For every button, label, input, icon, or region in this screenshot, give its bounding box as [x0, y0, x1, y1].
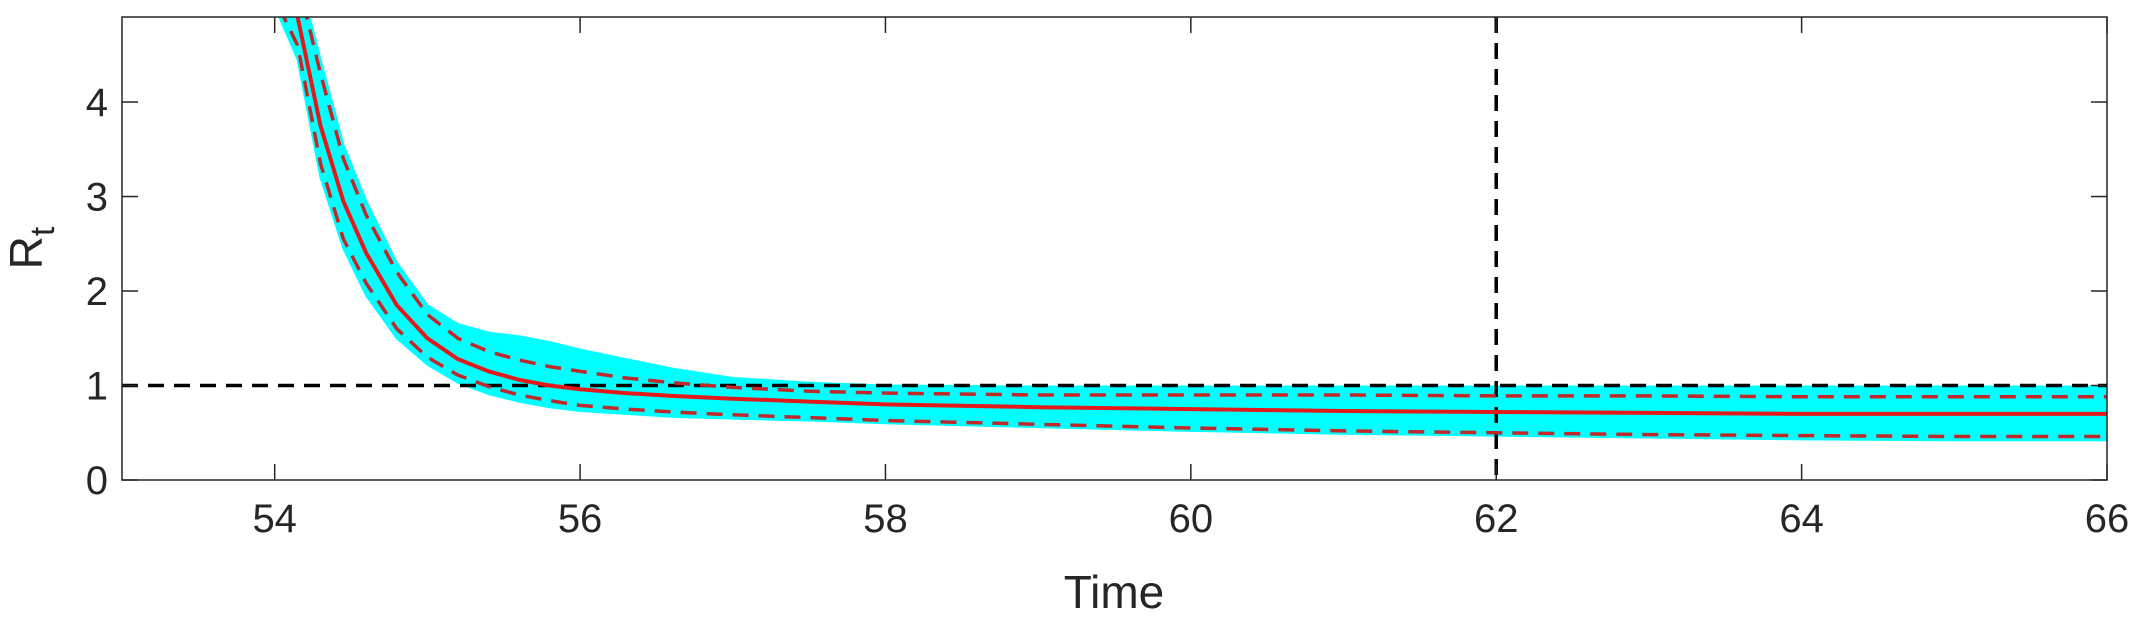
x-tick-label: 62 — [1474, 497, 1519, 541]
x-tick-label: 64 — [1779, 497, 1824, 541]
y-axis-title: Rt — [0, 226, 62, 269]
x-tick-label: 56 — [558, 497, 603, 541]
x-tick-label: 60 — [1169, 497, 1214, 541]
median-line — [295, 17, 2107, 416]
lower-bound-line — [281, 17, 2107, 439]
x-tick-label: 58 — [863, 497, 908, 541]
svg-text:Rt: Rt — [0, 226, 62, 269]
y-axis-title-main: R — [0, 236, 52, 269]
plot-frame — [121, 16, 2108, 481]
y-tick-label: 3 — [86, 176, 108, 220]
y-tick-label: 0 — [86, 459, 108, 503]
upper-bound-line — [304, 17, 2107, 399]
y-tick-label: 2 — [86, 270, 108, 314]
y-tick-label: 1 — [86, 365, 108, 409]
x-tick-label: 54 — [252, 497, 297, 541]
x-axis-title: Time — [1064, 566, 1165, 618]
x-tick-label: 66 — [2085, 497, 2130, 541]
y-tick-label: 4 — [86, 81, 108, 125]
y-axis-title-subscript: t — [24, 226, 62, 236]
